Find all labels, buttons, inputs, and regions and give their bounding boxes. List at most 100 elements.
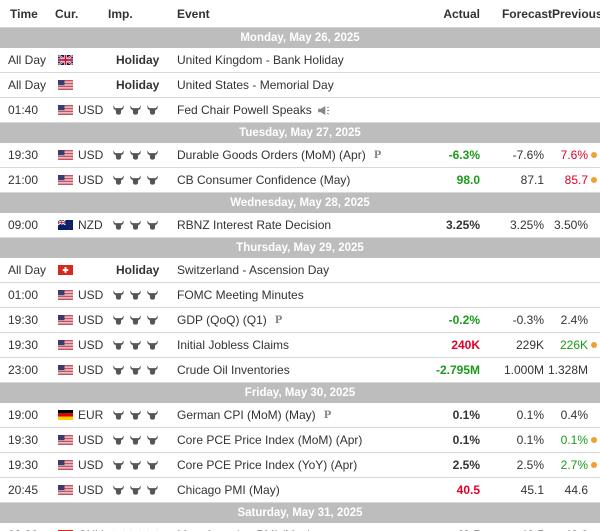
event-row[interactable]: 20:45 USD Chicago PMI (May) 40.5 45.1 44… xyxy=(0,478,600,503)
bull-icon xyxy=(146,150,159,160)
preliminary-icon[interactable]: P xyxy=(323,409,332,421)
day-header: Wednesday, May 28, 2025 xyxy=(0,193,600,213)
bull-icon xyxy=(112,220,125,230)
event-row[interactable]: 23:00 USD Crude Oil Inventories -2.795M … xyxy=(0,358,600,383)
event-name[interactable]: Initial Jobless Claims xyxy=(177,338,290,352)
event-row[interactable]: All Day Holiday Switzerland - Ascension … xyxy=(0,258,600,283)
event-actual: 98.0 xyxy=(456,173,480,187)
day-header: Thursday, May 29, 2025 xyxy=(0,238,600,258)
bull-icon xyxy=(129,290,142,300)
event-name[interactable]: Manufacturing PMI (May) xyxy=(177,528,312,531)
event-row[interactable]: 19:30 USD Initial Jobless Claims 240K 22… xyxy=(0,333,600,358)
header-currency[interactable]: Cur. xyxy=(55,6,79,21)
header-time[interactable]: Time xyxy=(10,6,38,21)
event-row[interactable]: 21:00 USD CB Consumer Confidence (May) 9… xyxy=(0,168,600,193)
event-name[interactable]: Core PCE Price Index (MoM) (Apr) xyxy=(177,433,363,447)
event-row[interactable]: 01:00 USD FOMC Meeting Minutes xyxy=(0,283,600,308)
event-name-cell[interactable]: German CPI (MoM) (May) P xyxy=(177,408,405,422)
revised-dot-icon[interactable] xyxy=(591,462,597,468)
event-time: All Day xyxy=(8,78,47,92)
header-actual[interactable]: Actual xyxy=(443,6,480,21)
event-name-cell[interactable]: Manufacturing PMI (May) xyxy=(177,528,405,531)
event-name-cell[interactable]: FOMC Meeting Minutes xyxy=(177,288,405,302)
importance-indicator: Holiday xyxy=(108,263,177,277)
event-name[interactable]: Crude Oil Inventories xyxy=(177,363,290,377)
bull-icon xyxy=(112,410,125,420)
event-name-cell[interactable]: CB Consumer Confidence (May) xyxy=(177,173,405,187)
event-row[interactable]: 19:00 EUR German CPI (MoM) (May) P 0.1% 0… xyxy=(0,403,600,428)
event-name-cell[interactable]: United States - Memorial Day xyxy=(177,78,405,92)
event-row[interactable]: 01:40 USD Fed Chair Powell Speaks xyxy=(0,98,600,123)
revised-dot-icon[interactable] xyxy=(591,342,597,348)
event-actual: 0.1% xyxy=(452,408,480,422)
revised-dot-icon[interactable] xyxy=(591,177,597,183)
event-row[interactable]: All Day Holiday United Kingdom - Bank Ho… xyxy=(0,48,600,73)
bull-icon xyxy=(146,435,159,445)
event-actual: -2.795M xyxy=(435,363,480,377)
nz-flag xyxy=(52,220,78,230)
event-name-cell[interactable]: Fed Chair Powell Speaks xyxy=(177,103,405,117)
event-name-cell[interactable]: Crude Oil Inventories xyxy=(177,363,405,377)
event-name[interactable]: RBNZ Interest Rate Decision xyxy=(177,218,332,232)
event-name[interactable]: Switzerland - Ascension Day xyxy=(177,263,330,277)
preliminary-icon[interactable]: P xyxy=(373,149,382,161)
revised-dot-icon[interactable] xyxy=(591,437,597,443)
event-name-cell[interactable]: Chicago PMI (May) xyxy=(177,483,405,497)
header-forecast[interactable]: Forecast xyxy=(501,6,552,21)
event-name-cell[interactable]: Core PCE Price Index (MoM) (Apr) xyxy=(177,433,405,447)
event-forecast: 87.1 xyxy=(520,173,544,187)
event-previous: 226K xyxy=(559,338,588,352)
event-name-cell[interactable]: Core PCE Price Index (YoY) (Apr) xyxy=(177,458,405,472)
event-name-cell[interactable]: Switzerland - Ascension Day xyxy=(177,263,405,277)
event-name-cell[interactable]: Initial Jobless Claims xyxy=(177,338,405,352)
event-previous: 49.0 xyxy=(544,528,588,531)
preliminary-icon[interactable]: P xyxy=(274,314,283,326)
event-row[interactable]: All Day Holiday United States - Memorial… xyxy=(0,73,600,98)
header-importance[interactable]: Imp. xyxy=(108,6,133,21)
bull-icon xyxy=(146,220,159,230)
event-name[interactable]: FOMC Meeting Minutes xyxy=(177,288,304,302)
bull-icon xyxy=(112,150,125,160)
event-row[interactable]: 08:30 CNY Manufacturing PMI (May) 49.5 4… xyxy=(0,523,600,531)
bull-icon xyxy=(146,315,159,325)
event-actual: -6.3% xyxy=(448,148,480,162)
event-name-cell[interactable]: Durable Goods Orders (MoM) (Apr) P xyxy=(177,148,405,162)
event-name[interactable]: CB Consumer Confidence (May) xyxy=(177,173,351,187)
event-name-cell[interactable]: RBNZ Interest Rate Decision xyxy=(177,218,405,232)
event-row[interactable]: 19:30 USD Durable Goods Orders (MoM) (Ap… xyxy=(0,143,600,168)
event-name[interactable]: Fed Chair Powell Speaks xyxy=(177,103,312,117)
event-name[interactable]: United States - Memorial Day xyxy=(177,78,334,92)
bull-icon xyxy=(112,105,125,115)
de-flag xyxy=(52,410,78,420)
event-currency: USD xyxy=(78,148,104,162)
header-event[interactable]: Event xyxy=(177,6,210,21)
event-time: 08:30 xyxy=(0,528,52,531)
day-header: Monday, May 26, 2025 xyxy=(0,28,600,48)
importance-indicator xyxy=(108,219,177,231)
day-header: Saturday, May 31, 2025 xyxy=(0,503,600,523)
event-previous: 85.7 xyxy=(564,173,588,187)
revised-dot-icon[interactable] xyxy=(591,152,597,158)
event-name[interactable]: German CPI (MoM) (May) xyxy=(177,408,316,422)
event-name[interactable]: United Kingdom - Bank Holiday xyxy=(177,53,344,67)
importance-indicator xyxy=(108,409,177,421)
event-name[interactable]: Durable Goods Orders (MoM) (Apr) xyxy=(177,148,366,162)
event-previous: 2.4% xyxy=(560,313,588,327)
event-name-cell[interactable]: United Kingdom - Bank Holiday xyxy=(177,53,405,67)
event-name[interactable]: Chicago PMI (May) xyxy=(177,483,280,497)
event-row[interactable]: 19:30 USD Core PCE Price Index (MoM) (Ap… xyxy=(0,428,600,453)
us-flag xyxy=(52,340,78,350)
event-actual: 240K xyxy=(451,338,480,352)
event-row[interactable]: 09:00 NZD RBNZ Interest Rate Decision 3.… xyxy=(0,213,600,238)
event-row[interactable]: 19:30 USD GDP (QoQ) (Q1) P -0.2% -0.3% 2.… xyxy=(0,308,600,333)
event-name[interactable]: GDP (QoQ) (Q1) xyxy=(177,313,267,327)
event-previous: 3.50% xyxy=(553,218,588,232)
table-header: Time Cur. Imp. Event Actual Forecast Pre… xyxy=(0,0,600,28)
header-previous[interactable]: Previous xyxy=(552,6,600,21)
event-row[interactable]: 19:30 USD Core PCE Price Index (YoY) (Ap… xyxy=(0,453,600,478)
event-name[interactable]: Core PCE Price Index (YoY) (Apr) xyxy=(177,458,358,472)
revision-indicator xyxy=(588,152,600,158)
event-name-cell[interactable]: GDP (QoQ) (Q1) P xyxy=(177,313,405,327)
event-previous: 2.7% xyxy=(560,458,588,472)
day-label: Saturday, May 31, 2025 xyxy=(237,507,363,519)
